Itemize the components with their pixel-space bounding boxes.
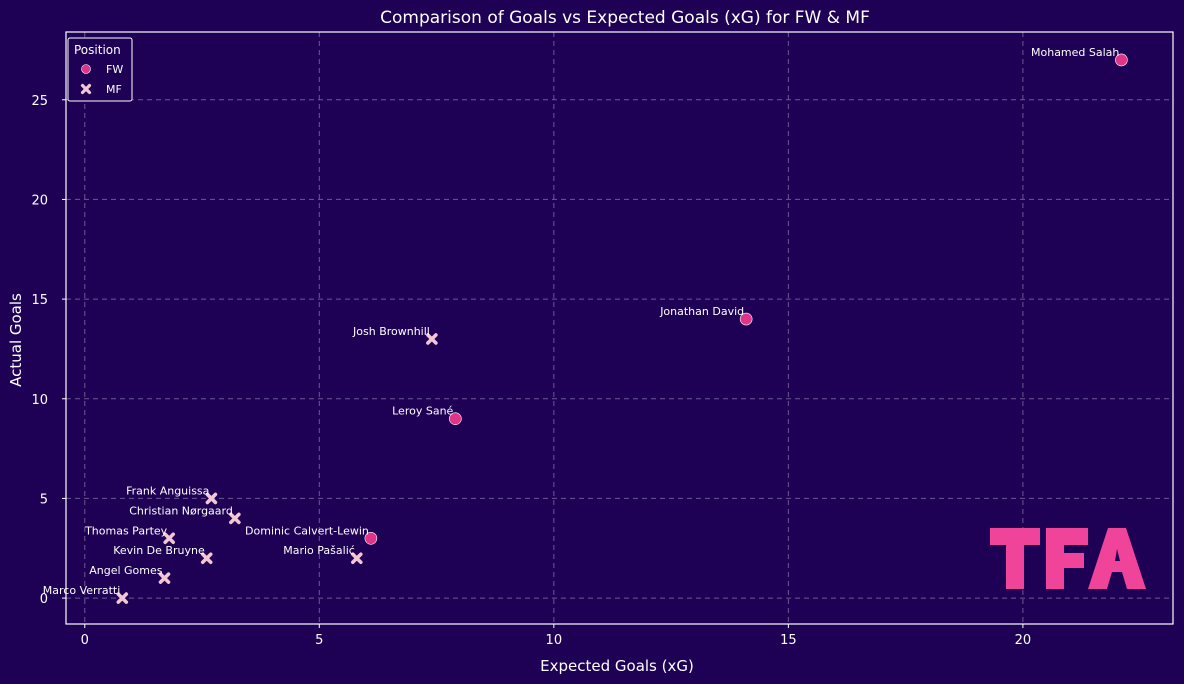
legend-fw-label: FW	[106, 63, 123, 76]
y-tick-label: 10	[31, 393, 48, 408]
x-tick-label: 20	[1015, 633, 1032, 648]
label-marco-verratti: Marco Verratti	[43, 584, 121, 597]
y-axis-label: Actual Goals	[7, 293, 25, 387]
logo-letter-t	[990, 528, 1040, 589]
point-dominic-calvert-lewin	[364, 531, 378, 545]
x-tick-label: 10	[546, 633, 563, 648]
logo-letter-f	[1046, 528, 1088, 589]
label-frank-anguissa: Frank Anguissa	[126, 484, 209, 497]
y-tick-label: 5	[40, 492, 48, 507]
point-jonathan-david	[739, 312, 753, 326]
point-mohamed-salah	[1115, 53, 1128, 67]
label-dominic-calvert-lewin: Dominic Calvert-Lewin	[245, 524, 369, 537]
y-tick-label: 0	[40, 592, 48, 607]
point-marco-verratti	[116, 592, 129, 604]
point-christian-n-rgaard	[229, 512, 241, 525]
point-kevin-de-bruyne	[200, 552, 213, 565]
label-christian-n-rgaard: Christian Nørgaard	[129, 504, 233, 517]
point-thomas-partey	[163, 532, 175, 545]
y-tick-label: 15	[31, 293, 48, 308]
y-tick-label: 25	[31, 94, 48, 109]
point-mario-pasalic	[351, 552, 363, 565]
x-tick-label: 0	[81, 633, 89, 648]
label-mario-pasalic: Mario Pašalić	[283, 544, 355, 557]
grid-lines	[66, 32, 1173, 624]
legend-mf-marker	[80, 83, 92, 95]
label-kevin-de-bruyne: Kevin De Bruyne	[113, 544, 205, 557]
x-axis-label: Expected Goals (xG)	[540, 657, 694, 675]
label-mohamed-salah: Mohamed Salah	[1031, 46, 1119, 59]
legend: Position FW MF	[67, 37, 133, 102]
x-tick-label: 15	[780, 633, 797, 648]
label-leroy-sane: Leroy Sané	[392, 405, 453, 418]
point-josh-brownhill	[426, 333, 438, 345]
data-points: Mohamed Salah Jonathan David Leroy Sané Dom…	[43, 46, 1128, 604]
chart-title: Comparison of Goals vs Expected Goals (x…	[380, 8, 870, 28]
y-tick-label: 20	[31, 193, 48, 208]
tfa-logo	[990, 528, 1146, 589]
label-thomas-partey: Thomas Partey	[84, 524, 168, 537]
label-josh-brownhill: Josh Brownhill	[352, 325, 430, 338]
label-jonathan-david: Jonathan David	[659, 305, 744, 318]
logo-letter-a	[1088, 528, 1146, 589]
label-angel-gomes: Angel Gomes	[89, 564, 163, 577]
axes-frame	[65, 31, 1174, 625]
x-tick-label: 5	[315, 633, 323, 648]
point-angel-gomes	[158, 572, 171, 584]
legend-mf-label: MF	[106, 83, 122, 96]
legend-fw-marker	[81, 64, 91, 74]
axis-ticks: 0 5 10 15 20 0 5 10 15 20 25	[31, 94, 1031, 648]
point-frank-anguissa	[205, 492, 218, 505]
point-leroy-sane	[449, 412, 462, 425]
legend-title: Position	[74, 43, 121, 57]
